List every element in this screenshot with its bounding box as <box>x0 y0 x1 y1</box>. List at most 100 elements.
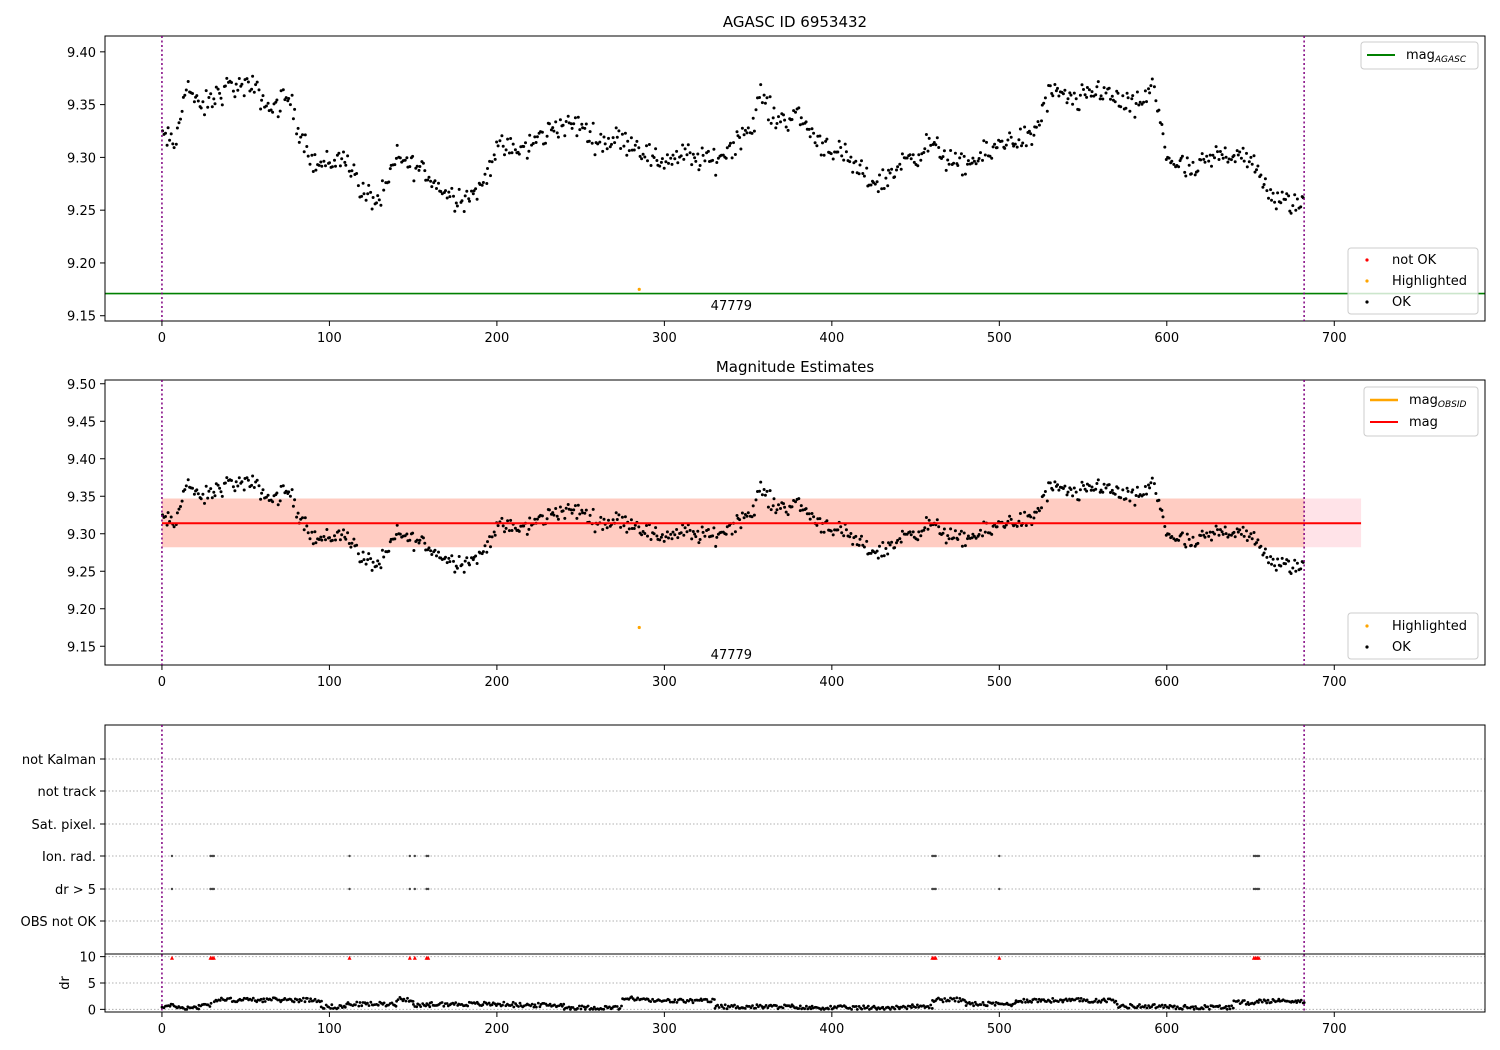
dr-point <box>667 998 671 1002</box>
ok-point <box>269 108 273 112</box>
ok-point <box>510 151 514 155</box>
ok-point <box>1293 558 1297 562</box>
ok-point <box>1267 196 1270 200</box>
ok-point <box>452 194 455 198</box>
ok-point <box>504 148 508 152</box>
dr-xtick-label: 700 <box>1322 1022 1347 1037</box>
dr-point <box>875 1008 879 1011</box>
ok-point <box>513 526 517 530</box>
ok-point <box>1071 494 1075 498</box>
ok-point <box>1200 152 1204 156</box>
ok-point <box>214 85 218 89</box>
dr-point <box>943 997 947 1000</box>
ok-point <box>212 97 216 101</box>
dr-clipped-marker <box>997 955 1002 960</box>
ok-point <box>1252 531 1256 534</box>
legend-ok-marker-2 <box>1365 645 1369 649</box>
ok-point <box>983 530 987 534</box>
ok-point <box>1245 151 1248 155</box>
magnitude-xtick-label: 400 <box>819 675 844 690</box>
ok-point <box>237 77 241 80</box>
ok-point <box>395 523 399 527</box>
ok-point <box>1040 506 1043 510</box>
ok-point <box>768 489 772 493</box>
ok-point <box>305 145 309 148</box>
ok-point <box>876 556 880 560</box>
ok-point <box>334 538 337 542</box>
ok-point <box>712 147 716 151</box>
dr-point <box>578 1004 581 1008</box>
ok-point <box>1249 532 1253 536</box>
ok-point <box>959 152 963 156</box>
ok-point <box>284 96 288 100</box>
ok-point <box>213 102 217 106</box>
dr-point <box>673 998 677 1002</box>
ok-point <box>483 172 487 176</box>
dr-point <box>270 998 273 1002</box>
ok-point <box>929 143 933 147</box>
ok-point <box>509 518 513 522</box>
ok-point <box>295 515 299 519</box>
ok-point <box>344 537 348 541</box>
ok-point <box>786 128 790 132</box>
ok-point <box>251 474 255 478</box>
dr-point <box>722 1007 726 1010</box>
ok-point <box>433 179 437 183</box>
legend-highlighted-label-2: Highlighted <box>1392 619 1467 634</box>
ok-point <box>623 131 627 135</box>
dr-point <box>1228 1007 1232 1011</box>
ok-point <box>261 488 265 492</box>
dr-point <box>971 1001 974 1005</box>
ok-point <box>1063 88 1067 92</box>
flag-label: not Kalman <box>22 753 96 768</box>
ok-point <box>166 126 170 130</box>
ok-point <box>1200 529 1204 533</box>
dr-point <box>262 997 266 1001</box>
dr-point <box>630 995 633 999</box>
ok-point <box>531 142 535 145</box>
ok-point <box>819 530 823 534</box>
ok-point <box>175 126 179 130</box>
ok-point <box>1069 93 1073 97</box>
ok-point <box>919 158 923 162</box>
dr-point <box>402 997 406 1001</box>
ok-point <box>669 532 673 536</box>
ok-point <box>299 135 303 139</box>
dr-point <box>579 1007 583 1011</box>
ok-point <box>427 175 431 179</box>
ok-point <box>777 503 780 507</box>
ok-point <box>739 526 743 530</box>
dr-point <box>930 1007 934 1010</box>
ok-point <box>535 135 539 139</box>
ok-point <box>797 497 801 501</box>
ok-point <box>880 187 884 191</box>
ok-point <box>876 190 880 194</box>
flag-point <box>212 854 216 858</box>
dr-ytick-label: 5 <box>88 977 96 992</box>
ok-point <box>858 537 862 541</box>
ok-point <box>862 545 866 549</box>
ok-point <box>1193 173 1197 177</box>
ok-point <box>1269 555 1273 559</box>
ok-point <box>1233 535 1237 539</box>
ok-point <box>1137 103 1141 107</box>
ok-point <box>393 537 397 541</box>
ok-point <box>1220 153 1224 157</box>
ok-point <box>887 541 890 545</box>
dr-point <box>406 996 409 1000</box>
ok-point <box>671 153 675 157</box>
ok-point <box>1133 115 1137 119</box>
ok-point <box>430 185 434 189</box>
ok-point <box>230 81 233 84</box>
ok-point <box>660 533 664 537</box>
ok-point <box>1184 545 1188 549</box>
ok-point <box>614 511 618 515</box>
magnitude-xtick-label: 100 <box>317 675 342 690</box>
ok-point <box>860 159 863 163</box>
ok-point <box>266 101 270 105</box>
dr-point <box>411 1000 415 1003</box>
ok-point <box>743 128 747 132</box>
flag-point <box>210 854 214 858</box>
legend-ok-marker <box>1365 300 1369 304</box>
dr-point <box>428 1005 432 1009</box>
